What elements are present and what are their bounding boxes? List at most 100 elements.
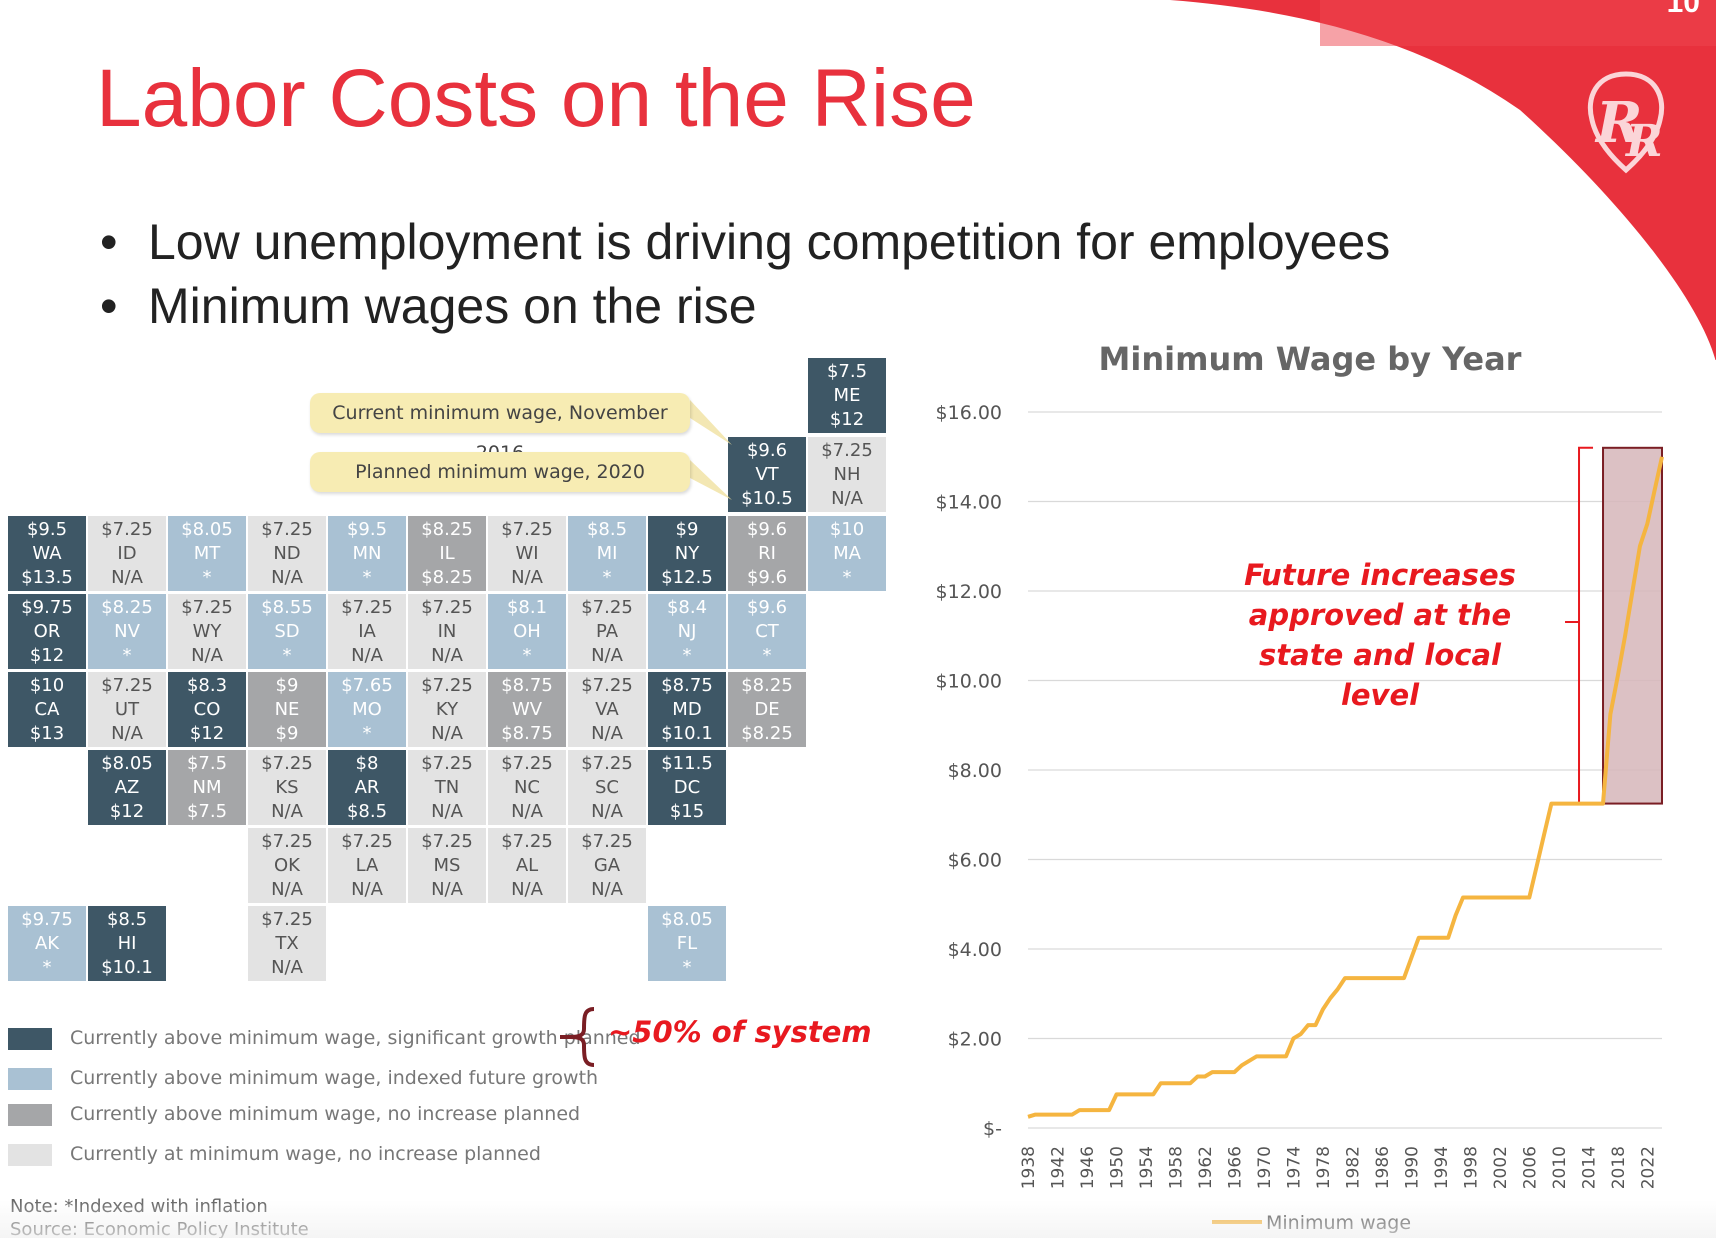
state-tile-abbr: HI [117, 933, 137, 954]
chart-title: Minimum Wage by Year [1098, 340, 1522, 378]
state-tile-planned: $12.5 [661, 567, 713, 588]
state-tile-abbr: ND [273, 543, 301, 564]
state-tile-planned: $10.1 [661, 723, 713, 744]
state-tile-planned: N/A [511, 567, 543, 588]
state-tile-current: $8.05 [661, 909, 713, 930]
state-tile-abbr: FL [676, 933, 698, 954]
state-tile-planned: N/A [431, 879, 463, 900]
state-tile-abbr: CO [193, 699, 221, 720]
state-tile-abbr: WY [192, 621, 222, 642]
state-tile-ar: $8 AR $8.5 [328, 750, 406, 825]
state-tile-abbr: NM [192, 777, 222, 798]
state-tile-planned: N/A [191, 645, 223, 666]
x-tick-label: 1946 [1078, 1146, 1098, 1189]
x-tick-label: 1966 [1225, 1146, 1245, 1189]
state-tile-oh: $8.1 OH * [488, 594, 566, 669]
state-tile-mn: $9.5 MN * [328, 516, 406, 591]
state-tile-mt: $8.05 MT * [168, 516, 246, 591]
state-tile-planned: N/A [591, 723, 623, 744]
state-tile-current: $7.25 [261, 831, 313, 852]
state-tile-wv: $8.75 WV $8.75 [488, 672, 566, 747]
company-logo-icon: R R [1587, 71, 1665, 174]
state-tile-planned: N/A [351, 645, 383, 666]
state-tile-current: $7.25 [581, 831, 633, 852]
legend-swatch [8, 1144, 52, 1166]
x-tick-label: 1942 [1048, 1146, 1068, 1189]
state-tile-abbr: MT [193, 543, 221, 564]
state-tile-current: $8.3 [186, 675, 228, 696]
state-tile-abbr: KY [435, 699, 459, 720]
state-tile-current: $7.25 [581, 597, 633, 618]
state-tile-abbr: IL [439, 543, 455, 564]
state-tile-planned: $13.5 [21, 567, 73, 588]
state-tile-planned: * [682, 957, 692, 978]
state-tile-abbr: NC [513, 777, 541, 798]
state-tile-current: $7.25 [581, 753, 633, 774]
state-tile-nm: $7.5 NM $7.5 [168, 750, 246, 825]
state-tile-ia: $7.25 IA N/A [328, 594, 406, 669]
state-tile-current: $9.75 [21, 909, 73, 930]
state-tile-current: $9.6 [746, 440, 788, 461]
legend-label: Currently above minimum wage, significan… [70, 1027, 641, 1049]
x-tick-label: 1958 [1166, 1146, 1186, 1189]
x-tick-label: 1974 [1284, 1146, 1304, 1189]
state-tile-current: $7.25 [421, 753, 473, 774]
x-tick-label: 1998 [1461, 1146, 1481, 1189]
svg-text:R: R [1594, 90, 1643, 156]
state-tile-abbr: SC [595, 777, 619, 798]
state-tile-abbr: DE [754, 699, 780, 720]
state-tile-ga: $7.25 GA N/A [568, 828, 646, 903]
share-annotation: ~50% of system [608, 1015, 872, 1049]
state-tile-abbr: MS [433, 855, 461, 876]
state-tile-co: $8.3 CO $12 [168, 672, 246, 747]
state-tile-planned: N/A [511, 879, 543, 900]
state-tile-il: $8.25 IL $8.25 [408, 516, 486, 591]
state-tile-ca: $10 CA $13 [8, 672, 86, 747]
state-tile-planned: N/A [591, 645, 623, 666]
state-tile-abbr: WV [511, 699, 543, 720]
series-line-minimum-wage [1027, 456, 1664, 1119]
state-tile-current: $9.75 [21, 597, 73, 618]
state-tile-abbr: MN [352, 543, 382, 564]
y-tick-label: $8.00 [948, 760, 1002, 782]
state-tile-nc: $7.25 NC N/A [488, 750, 566, 825]
state-tile-current: $10 [29, 675, 65, 696]
state-tile-current: $7.25 [421, 675, 473, 696]
state-tile-planned: N/A [511, 801, 543, 822]
x-tick-label: 1970 [1255, 1146, 1275, 1189]
state-tile-current: $9 [275, 675, 299, 696]
state-tile-current: $7.25 [341, 831, 393, 852]
state-tile-current: $7.5 [826, 361, 868, 382]
state-tile-planned: N/A [831, 488, 863, 509]
state-tile-current: $8.75 [661, 675, 713, 696]
state-tile-current: $9.5 [26, 519, 68, 540]
state-tile-abbr: MO [352, 699, 382, 720]
state-tile-current: $7.5 [186, 753, 228, 774]
x-tick-label: 1950 [1107, 1146, 1127, 1189]
legend-swatch [8, 1104, 52, 1126]
state-tile-planned: $10.5 [741, 488, 793, 509]
state-tile-abbr: TX [275, 933, 299, 954]
state-tile-planned: $12 [109, 801, 145, 822]
legend-label: Currently above minimum wage, no increas… [70, 1103, 581, 1125]
state-tile-abbr: LA [355, 855, 379, 876]
state-tile-de: $8.25 DE $8.25 [728, 672, 806, 747]
state-tile-abbr: DC [673, 777, 701, 798]
x-tick-label: 1990 [1402, 1146, 1422, 1189]
state-tile-abbr: NV [114, 621, 140, 642]
state-tile-planned: $9.6 [746, 567, 788, 588]
page-number: 10 [1666, 0, 1700, 19]
state-tile-current: $7.65 [341, 675, 393, 696]
state-tile-wa: $9.5 WA $13.5 [8, 516, 86, 591]
state-tile-abbr: NJ [677, 621, 697, 642]
state-tile-ri: $9.6 RI $9.6 [728, 516, 806, 591]
state-tile-abbr: PA [595, 621, 619, 642]
state-tile-abbr: MA [833, 543, 861, 564]
state-tile-current: $9.5 [346, 519, 388, 540]
x-tick-label: 1982 [1343, 1146, 1363, 1189]
state-tile-abbr: CT [755, 621, 779, 642]
state-tile-planned: N/A [111, 723, 143, 744]
state-tile-current: $7.25 [261, 753, 313, 774]
state-tile-ak: $9.75 AK * [8, 906, 86, 981]
state-tile-current: $7.25 [101, 675, 153, 696]
